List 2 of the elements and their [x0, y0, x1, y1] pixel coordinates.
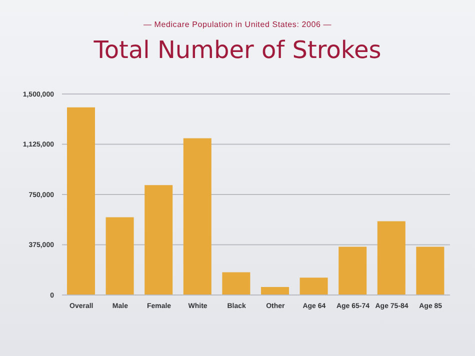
chart-title: Total Number of Strokes [92, 36, 382, 64]
chart-subtitle: — Medicare Population in United States: 2006 — [142, 20, 333, 29]
